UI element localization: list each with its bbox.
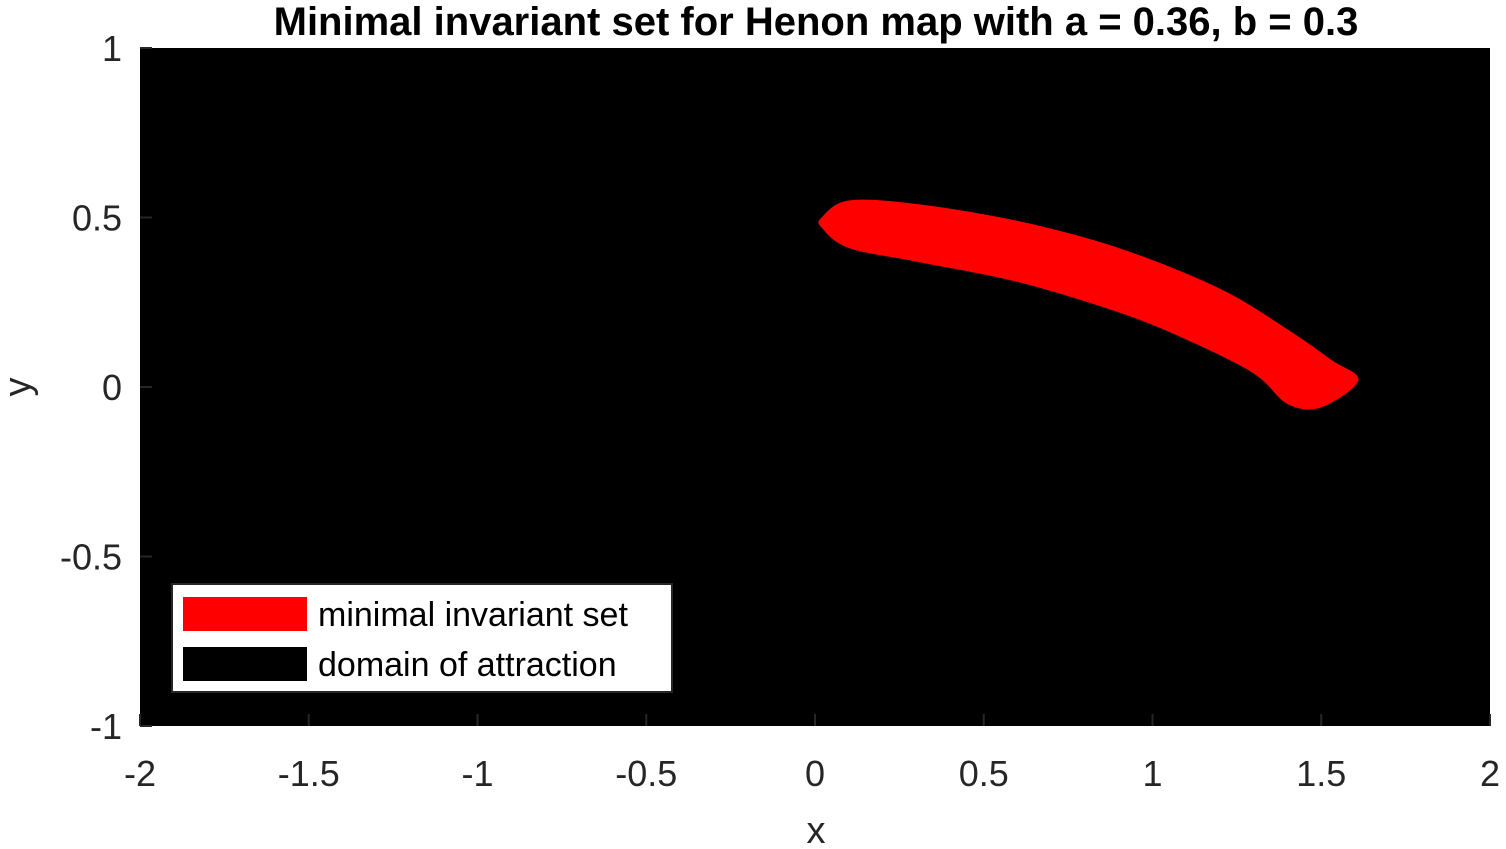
chart-title: Minimal invariant set for Henon map with… <box>274 0 1359 44</box>
y-tick-label: -0.5 <box>60 537 122 578</box>
x-axis-label: x <box>807 810 826 849</box>
x-tick-label: 2 <box>1480 753 1500 794</box>
y-tick-label: 1 <box>102 28 122 69</box>
legend: minimal invariant set domain of attractio… <box>171 583 673 693</box>
legend-swatch <box>183 647 307 681</box>
y-axis-label: y <box>0 378 39 397</box>
x-tick-label: -1.5 <box>278 753 340 794</box>
x-tick-label: -1 <box>461 753 493 794</box>
legend-label: domain of attraction <box>318 646 617 684</box>
y-tick-label: 0 <box>102 367 122 408</box>
y-axis: -1 -0.5 0 0.5 1 <box>60 28 152 747</box>
minimal-invariant-set-region <box>818 199 1359 410</box>
x-tick-label: 0.5 <box>959 753 1009 794</box>
legend-label: minimal invariant set <box>318 596 628 634</box>
x-tick-label: 1.5 <box>1296 753 1346 794</box>
x-axis: -2 -1.5 -1 -0.5 0 0.5 1 1.5 2 <box>124 714 1500 794</box>
y-tick-label: -1 <box>90 706 122 747</box>
x-tick-label: -0.5 <box>615 753 677 794</box>
y-tick-label: 0.5 <box>72 198 122 239</box>
x-tick-label: 1 <box>1142 753 1162 794</box>
legend-swatch <box>183 597 307 631</box>
x-tick-label: 0 <box>805 753 825 794</box>
x-tick-label: -2 <box>124 753 156 794</box>
